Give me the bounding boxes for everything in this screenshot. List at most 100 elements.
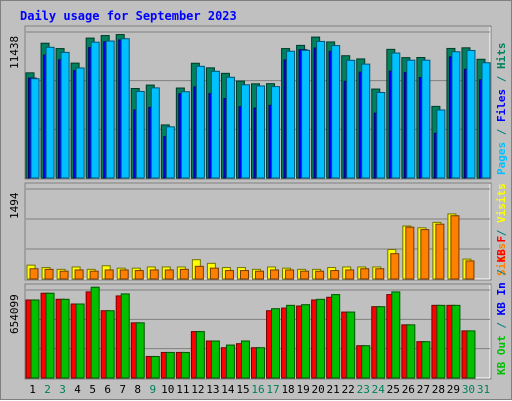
bar-sites-day-16 (255, 270, 264, 280)
legend-kbytes: KB Out / KB In / KB F (495, 236, 508, 375)
day-label-23: 23 (357, 383, 370, 396)
bar-kb-out-day-11 (180, 351, 190, 379)
day-label-3: 3 (59, 383, 66, 396)
day-label-26: 26 (402, 383, 415, 396)
bar-pages-day-6 (105, 40, 115, 179)
bar-sites-day-26 (405, 226, 415, 280)
bar-pages-day-19 (301, 49, 311, 179)
bar-kb-out-day-14 (225, 344, 235, 379)
day-label-13: 13 (206, 383, 219, 396)
legend-entry: KB F (495, 236, 508, 263)
legend-entry: / (495, 122, 508, 142)
bar-pages-day-13 (210, 70, 220, 179)
bar-kb-out-day-2 (45, 292, 55, 379)
legend-entry: / (495, 262, 508, 282)
bar-pages-day-30 (466, 49, 476, 179)
bar-kb-out-day-13 (210, 340, 220, 379)
bar-sites-day-18 (285, 269, 295, 280)
bar-pages-day-12 (195, 65, 205, 179)
bar-kb-out-day-24 (376, 306, 386, 379)
day-label-5: 5 (89, 383, 96, 396)
bar-sites-day-30 (465, 260, 475, 280)
bar-sites-day-9 (149, 269, 159, 280)
bar-pages-day-31 (481, 62, 491, 179)
day-label-8: 8 (134, 383, 141, 396)
bar-sites-day-21 (330, 270, 340, 280)
day-label-7: 7 (119, 383, 126, 396)
day-label-20: 20 (312, 383, 325, 396)
bar-kb-out-day-27 (421, 341, 431, 379)
bar-kb-out-day-28 (436, 304, 446, 379)
day-label-27: 27 (417, 383, 430, 396)
bar-kb-out-day-15 (240, 340, 250, 379)
bar-sites-day-3 (59, 270, 69, 280)
legend-entry: Visits (495, 183, 508, 223)
day-label-9: 9 (149, 383, 156, 396)
legend-entry: KB Out (495, 335, 508, 375)
bar-pages-day-7 (120, 38, 130, 179)
bar-kb-out-day-8 (135, 322, 145, 379)
legend-entry: / (495, 315, 508, 335)
bar-pages-day-1 (30, 78, 40, 179)
bar-kb-out-day-20 (316, 298, 326, 379)
bar-pages-day-9 (150, 87, 160, 179)
bar-pages-day-2 (45, 46, 55, 179)
bar-pages-day-15 (240, 84, 250, 179)
bar-pages-day-25 (391, 52, 401, 179)
bar-kb-out-day-3 (60, 298, 70, 379)
bar-pages-day-14 (225, 76, 235, 179)
max-label-hits: 11438 (8, 36, 21, 69)
bar-kb-out-day-21 (331, 294, 341, 379)
bar-sites-day-27 (420, 229, 430, 280)
chart-title: Daily usage for September 2023 (20, 9, 237, 23)
bar-pages-day-20 (316, 40, 326, 179)
bar-sites-day-23 (360, 268, 370, 280)
max-label-kbytes: 654099 (8, 294, 21, 334)
bar-sites-day-13 (209, 267, 219, 280)
bar-kb-out-day-30 (466, 330, 476, 379)
bar-sites-day-1 (29, 268, 39, 280)
bar-sites-day-24 (375, 268, 385, 280)
bar-kb-out-day-17 (271, 308, 281, 379)
day-label-31: 31 (477, 383, 490, 396)
day-label-6: 6 (104, 383, 111, 396)
bar-pages-day-22 (346, 59, 356, 179)
day-label-28: 28 (432, 383, 445, 396)
bar-pages-day-17 (271, 86, 281, 179)
day-label-24: 24 (372, 383, 386, 396)
bar-kb-out-day-29 (451, 304, 461, 379)
bar-pages-day-24 (376, 91, 386, 179)
day-label-15: 15 (236, 383, 249, 396)
bar-sites-day-5 (89, 270, 99, 280)
legend-entry: / (495, 223, 508, 243)
bar-sites-day-4 (74, 269, 84, 280)
day-label-22: 22 (342, 383, 355, 396)
bar-sites-day-17 (270, 269, 280, 280)
day-label-1: 1 (29, 383, 36, 396)
bar-kb-out-day-10 (165, 351, 175, 379)
bar-pages-day-16 (256, 85, 265, 179)
bar-sites-day-19 (300, 270, 310, 280)
bar-sites-day-8 (134, 270, 144, 280)
legend-visits: Sites / Visits (495, 183, 508, 276)
bar-pages-day-28 (436, 109, 446, 179)
bar-kb-out-day-6 (105, 310, 115, 379)
bar-sites-day-11 (179, 268, 189, 280)
bar-pages-day-27 (421, 59, 431, 179)
bar-pages-day-21 (331, 45, 341, 179)
bar-kb-out-day-19 (301, 304, 311, 379)
bar-pages-day-10 (165, 126, 175, 179)
legend-entry: KB In (495, 282, 508, 315)
legend-entry: Pages (495, 142, 508, 175)
day-label-17: 17 (266, 383, 279, 396)
bar-pages-day-29 (451, 51, 461, 179)
bar-sites-day-10 (164, 269, 174, 280)
bar-pages-day-26 (406, 59, 416, 179)
bar-pages-day-5 (90, 41, 100, 179)
day-label-10: 10 (161, 383, 174, 396)
bar-kb-out-day-26 (406, 324, 416, 379)
bar-kb-out-day-25 (391, 291, 401, 379)
day-label-25: 25 (387, 383, 400, 396)
bar-kb-out-day-16 (256, 347, 265, 379)
